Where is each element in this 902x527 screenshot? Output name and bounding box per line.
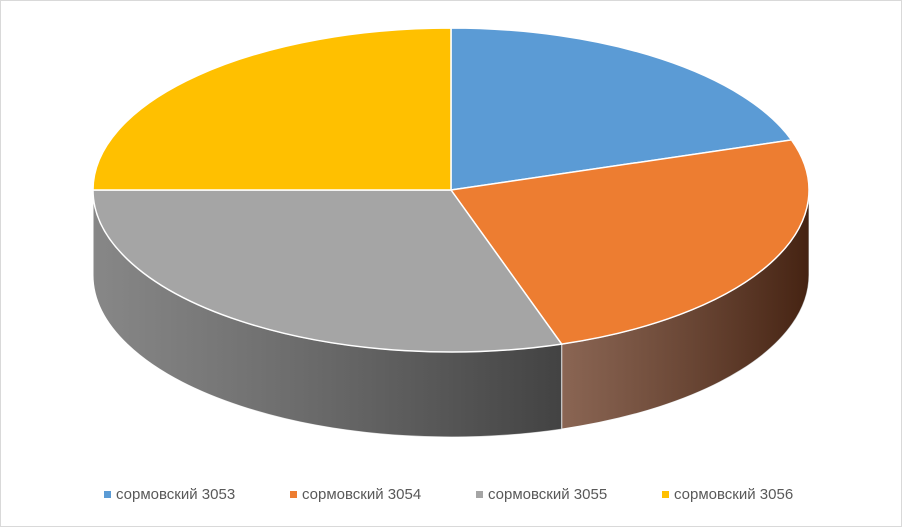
slice-side-shade [561,190,809,430]
slice [92,189,563,353]
legend-marker [290,491,297,498]
legend-label: сормовский 3056 [674,486,793,503]
legend-marker [104,491,111,498]
slice [449,139,810,345]
slice-side-shade [93,190,562,437]
slice [450,27,793,191]
slice [92,27,452,191]
legend-label: сормовский 3054 [302,486,421,503]
legend-label: сормовский 3053 [116,486,235,503]
legend-label: сормовский 3055 [488,486,607,503]
legend-marker [662,491,669,498]
legend-marker [476,491,483,498]
